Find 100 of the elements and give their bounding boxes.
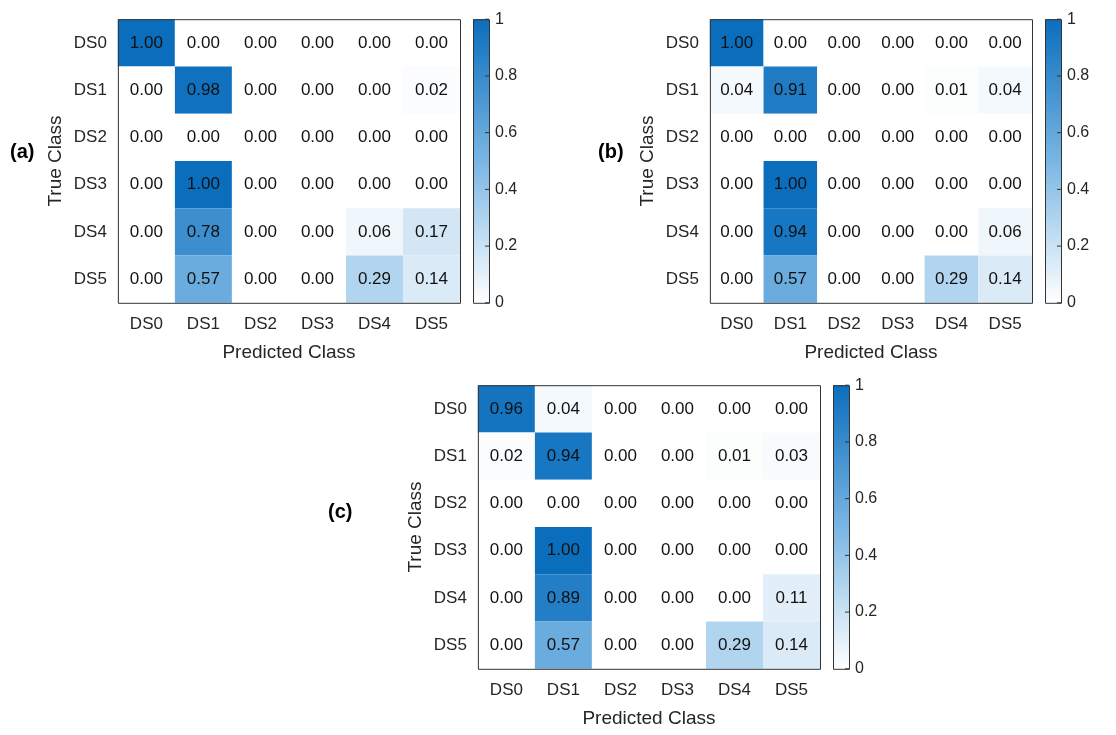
x-tick-label: DS5: [774, 679, 809, 699]
data-label: 0.00: [603, 634, 637, 654]
x-tick-label: DS3: [300, 313, 334, 333]
color-bar-label: 0.6: [495, 123, 518, 141]
data-label: 0.98: [186, 79, 220, 99]
data-label: 0.57: [186, 268, 220, 288]
data-label: 0.91: [773, 79, 807, 99]
x-tick-label: DS4: [717, 679, 752, 699]
data-label: 0.04: [988, 79, 1022, 99]
x-tick-label: DS0: [720, 313, 754, 333]
data-label: 0.00: [881, 268, 915, 288]
data-label: 0.00: [774, 540, 809, 560]
color-bar-label: 0.6: [855, 489, 878, 507]
y-tick-label: DS5: [73, 268, 107, 288]
data-label: 0.00: [300, 268, 334, 288]
color-bar-label: 0.4: [495, 179, 518, 197]
data-label: 0.00: [774, 493, 809, 513]
color-bar-label: 0.6: [1067, 123, 1090, 141]
data-label: 1.00: [773, 174, 807, 194]
data-label: 0.04: [546, 398, 580, 418]
data-label: 0.00: [300, 221, 334, 241]
data-label: 0.00: [988, 32, 1022, 52]
color-bar-label: 0.8: [1067, 66, 1090, 84]
data-label: 0.00: [243, 32, 277, 52]
data-label: 0.14: [988, 268, 1022, 288]
text: (c): [328, 500, 353, 523]
color-bar-label: 0: [855, 659, 864, 677]
data-label: 1.00: [129, 32, 163, 52]
data-label: 0.00: [773, 127, 807, 147]
color-bar-label: 0: [1067, 293, 1076, 311]
data-label: 0.00: [660, 587, 694, 607]
data-label: 0.29: [717, 634, 752, 654]
data-label: 0.00: [603, 540, 637, 560]
data-label: 0.00: [717, 398, 752, 418]
y-axis-title: True Class: [43, 115, 65, 207]
color-bar-label: 1: [495, 9, 504, 27]
x-axis-title: Predicted Class: [222, 340, 356, 362]
data-label: 0.00: [300, 174, 334, 194]
y-tick-label: DS2: [433, 493, 467, 513]
data-label: 0.00: [881, 127, 915, 147]
data-label: 0.00: [300, 32, 334, 52]
x-axis-title: Predicted Class: [804, 340, 938, 362]
data-label: 0.00: [129, 268, 163, 288]
y-tick-label: DS3: [73, 174, 107, 194]
y-tick-label: DS5: [433, 634, 467, 654]
data-label: 0.04: [720, 79, 754, 99]
data-label: 0.00: [827, 221, 861, 241]
color-bar-label: 0.2: [495, 236, 518, 254]
data-label: 0.00: [660, 540, 694, 560]
data-label: 0.00: [300, 127, 334, 147]
data-label: 0.00: [603, 587, 637, 607]
data-label: 0.00: [827, 32, 861, 52]
data-label: 0.00: [357, 79, 392, 99]
data-label: 0.00: [603, 493, 637, 513]
y-axis-title: True Class: [635, 115, 657, 207]
y-tick-label: DS1: [665, 79, 699, 99]
data-label: 0.57: [546, 634, 580, 654]
x-tick-label: DS1: [186, 313, 220, 333]
data-label: 0.00: [603, 398, 637, 418]
data-label: 0.00: [129, 174, 163, 194]
data-label: 0.00: [414, 32, 449, 52]
data-label: 0.00: [934, 174, 969, 194]
data-label: 0.00: [988, 127, 1022, 147]
data-label: 0.00: [243, 127, 277, 147]
data-label: 0.94: [546, 445, 580, 465]
data-label: 0.94: [773, 221, 807, 241]
data-label: 0.00: [660, 634, 694, 654]
data-label: 0.00: [129, 221, 163, 241]
text: (b): [598, 140, 624, 163]
data-label: 0.00: [660, 493, 694, 513]
data-label: 0.00: [186, 127, 220, 147]
y-axis-title: True Class: [403, 481, 425, 573]
data-label: 0.01: [934, 79, 969, 99]
data-label: 0.14: [414, 268, 449, 288]
data-label: 0.00: [243, 79, 277, 99]
data-label: 0.00: [881, 79, 915, 99]
y-tick-label: DS4: [73, 221, 107, 241]
data-label: 0.00: [774, 398, 809, 418]
x-tick-label: DS1: [773, 313, 807, 333]
color-bar-label: 0: [495, 293, 504, 311]
y-tick-label: DS1: [73, 79, 107, 99]
data-label: 0.00: [827, 79, 861, 99]
data-label: 0.00: [717, 540, 752, 560]
y-tick-label: DS2: [73, 127, 107, 147]
data-label: 0.00: [300, 79, 334, 99]
x-tick-label: DS0: [489, 679, 523, 699]
data-label: 0.00: [243, 268, 277, 288]
data-label: 0.00: [186, 32, 220, 52]
y-tick-label: DS4: [665, 221, 699, 241]
data-label: 0.29: [357, 268, 392, 288]
x-tick-label: DS2: [243, 313, 277, 333]
x-tick-label: DS0: [129, 313, 163, 333]
data-label: 0.00: [357, 127, 392, 147]
data-label: 0.17: [414, 221, 449, 241]
data-label: 0.00: [243, 221, 277, 241]
y-tick-label: DS3: [665, 174, 699, 194]
data-label: 0.89: [546, 587, 580, 607]
color-bar-label: 0.2: [1067, 236, 1090, 254]
data-label: 0.00: [934, 221, 969, 241]
x-tick-label: DS2: [603, 679, 637, 699]
